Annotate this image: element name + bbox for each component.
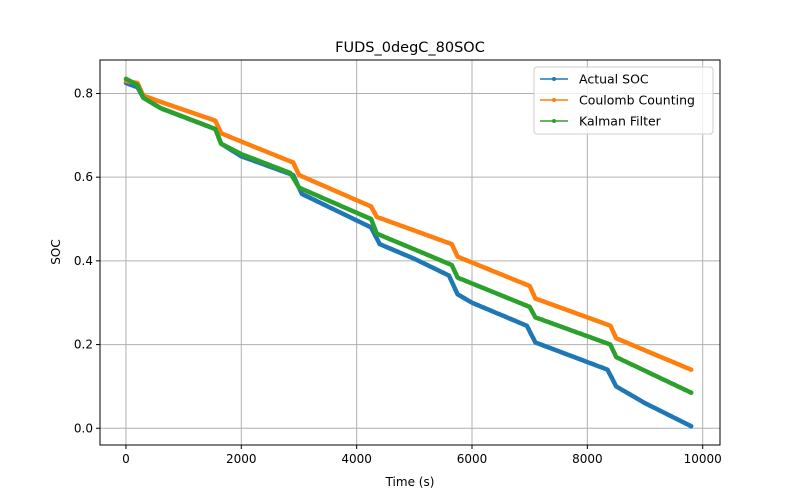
x-tick-label: 8000 (572, 452, 603, 466)
series-line-kalman-filter (123, 76, 694, 395)
x-tick-label: 10000 (684, 452, 722, 466)
legend-label: Actual SOC (579, 72, 649, 87)
series-line-coulomb-counting (123, 78, 694, 372)
legend-box (533, 66, 714, 135)
y-tick-label: 0.4 (74, 254, 93, 268)
y-tick-label: 0.6 (74, 170, 93, 184)
y-tick-label: 0.2 (74, 338, 93, 352)
legend-label: Kalman Filter (579, 114, 662, 129)
plot-frame (99, 59, 721, 446)
chart-title: FUDS_0degC_80SOC (335, 40, 485, 56)
y-tick-label: 0.8 (74, 86, 93, 100)
x-axis-label: Time (s) (385, 475, 435, 489)
ticks: 0 2000 4000 6000 8000 10000 0.0 0.2 0.4 0.6 0.8 (74, 86, 722, 466)
legend-marker (552, 98, 556, 102)
y-tick-label: 0.0 (74, 421, 93, 435)
x-tick-label: 4000 (341, 452, 372, 466)
x-tick-label: 2000 (226, 452, 257, 466)
x-tick-label: 6000 (457, 452, 488, 466)
x-tick-label: 0 (122, 452, 130, 466)
legend-marker (552, 119, 556, 123)
legend-label: Coulomb Counting (579, 93, 695, 108)
y-axis-label: SOC (49, 239, 63, 264)
legend: Actual SOC Coulomb Counting Kalman Filter (533, 66, 714, 135)
legend-marker (552, 77, 556, 81)
series-lines (123, 76, 694, 429)
